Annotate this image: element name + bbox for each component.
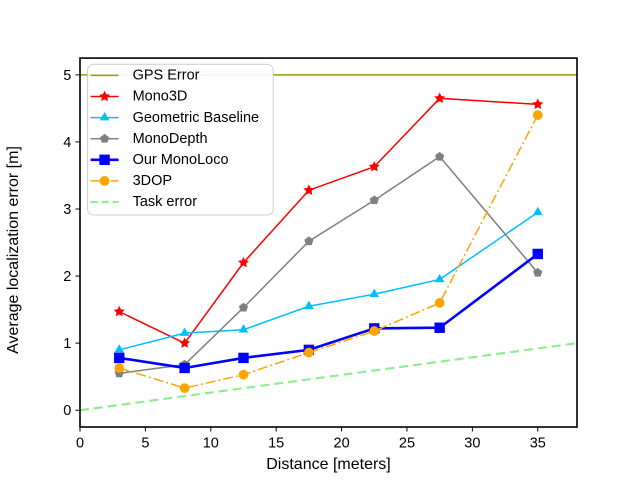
svg-text:10: 10 xyxy=(203,436,219,452)
svg-text:Geometric Baseline: Geometric Baseline xyxy=(133,110,260,126)
svg-text:30: 30 xyxy=(464,436,480,452)
svg-text:15: 15 xyxy=(268,436,284,452)
svg-text:2: 2 xyxy=(63,269,71,285)
svg-text:Our MonoLoco: Our MonoLoco xyxy=(133,152,229,168)
svg-text:MonoDepth: MonoDepth xyxy=(133,131,208,147)
svg-text:Mono3D: Mono3D xyxy=(133,89,188,105)
svg-text:Average localization error [m]: Average localization error [m] xyxy=(5,146,22,354)
svg-text:5: 5 xyxy=(141,436,149,452)
svg-text:4: 4 xyxy=(63,135,71,151)
svg-text:Task error: Task error xyxy=(133,194,198,210)
svg-text:Distance [meters]: Distance [meters] xyxy=(266,456,390,473)
svg-text:GPS Error: GPS Error xyxy=(133,68,200,84)
svg-text:3DOP: 3DOP xyxy=(133,173,173,189)
svg-text:1: 1 xyxy=(63,336,71,352)
svg-text:35: 35 xyxy=(530,436,546,452)
svg-text:0: 0 xyxy=(76,436,84,452)
svg-text:3: 3 xyxy=(63,202,71,218)
svg-text:5: 5 xyxy=(63,68,71,84)
svg-text:25: 25 xyxy=(399,436,415,452)
svg-text:20: 20 xyxy=(334,436,350,452)
svg-text:0: 0 xyxy=(63,403,71,419)
